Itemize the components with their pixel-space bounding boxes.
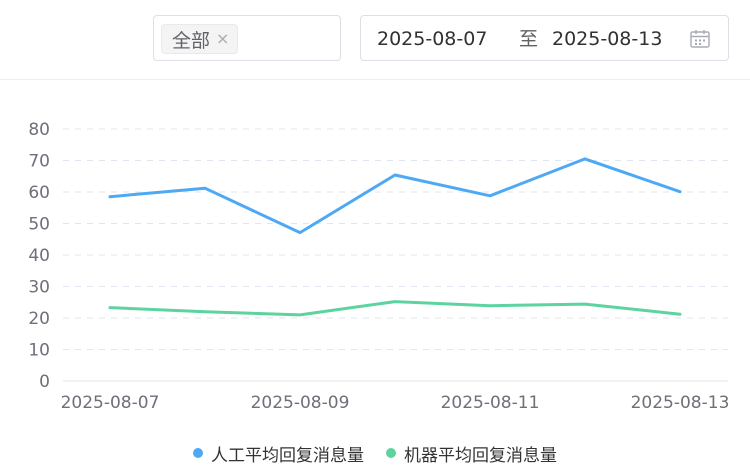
y-tick-label-30: 30 [28,278,50,298]
selected-tag: 全部 × [161,24,239,54]
legend-label-human: 人工平均回复消息量 [211,445,364,466]
y-tick-label-80: 80 [28,120,50,140]
series-line-1 [108,300,682,317]
date-range-separator: 至 [519,28,539,50]
filter-toolbar: 全部 × 2025-08-07 至 2025-08-13 [0,0,750,80]
series-line-0 [108,157,682,235]
y-tick-label-0: 0 [39,372,50,392]
chart-legend: 人工平均回复消息量 机器平均回复消息量 [0,438,750,468]
x-tick-label-2025-08-13: 2025-08-13 [631,393,730,413]
y-tick-label-10: 10 [28,341,50,361]
x-axis: 2025-08-07 2025-08-09 2025-08-11 2025-08-13 [61,393,730,413]
selected-tag-label: 全部 [172,29,211,52]
legend-label-robot: 机器平均回复消息量 [404,445,557,466]
chart-series [108,157,682,317]
legend-item-human[interactable]: 人工平均回复消息量 [193,441,364,466]
calendar-icon[interactable] [689,28,711,50]
x-tick-label-2025-08-09: 2025-08-09 [251,393,350,413]
chart-grid [63,128,728,382]
y-tick-label-70: 70 [28,152,50,172]
y-tick-label-60: 60 [28,183,50,203]
legend-item-robot[interactable]: 机器平均回复消息量 [386,441,557,466]
y-axis: 0 10 20 30 40 50 60 70 80 [28,120,50,392]
y-tick-label-50: 50 [28,215,50,235]
tag-close-icon[interactable]: × [216,29,230,48]
category-select[interactable]: 全部 × [153,15,341,61]
end-date-input[interactable]: 2025-08-13 [552,28,663,50]
date-range-picker[interactable]: 2025-08-07 至 2025-08-13 [360,15,729,61]
legend-dot-robot [386,448,396,458]
y-tick-label-40: 40 [28,246,50,266]
start-date-input[interactable]: 2025-08-07 [377,28,488,50]
x-tick-label-2025-08-11: 2025-08-11 [441,393,540,413]
x-tick-label-2025-08-07: 2025-08-07 [61,393,160,413]
y-tick-label-20: 20 [28,309,50,329]
legend-dot-human [193,448,203,458]
